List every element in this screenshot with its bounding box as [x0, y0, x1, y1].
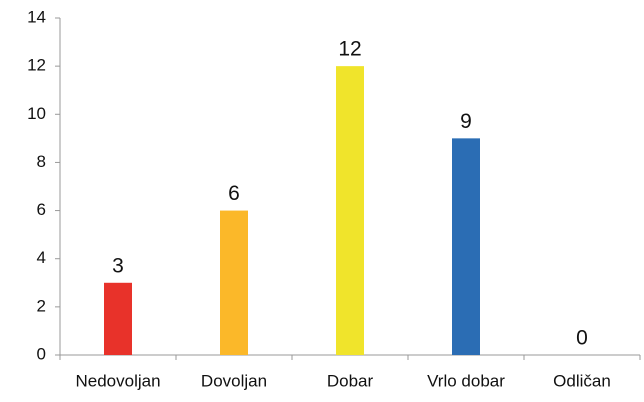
x-tick-label: Dovoljan [201, 371, 267, 390]
bar [104, 282, 132, 355]
y-tick-label: 4 [37, 248, 46, 267]
y-tick-label: 2 [37, 296, 46, 315]
x-tick-label: Dobar [327, 371, 374, 390]
data-label: 9 [460, 110, 472, 133]
bar [336, 66, 364, 356]
y-tick-label: 10 [27, 104, 46, 123]
y-tick-label: 8 [37, 152, 46, 171]
data-label: 12 [338, 38, 361, 61]
bar [452, 138, 480, 355]
y-tick-label: 6 [37, 200, 46, 219]
y-tick-label: 12 [27, 56, 46, 75]
x-tick-label: Odličan [553, 371, 611, 390]
x-tick-label: Vrlo dobar [427, 371, 505, 390]
bar [220, 210, 248, 355]
y-tick-label: 0 [37, 344, 46, 363]
data-label: 0 [576, 327, 588, 350]
x-tick-label: Nedovoljan [75, 371, 160, 390]
data-label: 3 [112, 254, 124, 277]
y-tick-label: 14 [27, 7, 46, 26]
data-label: 6 [228, 182, 240, 205]
